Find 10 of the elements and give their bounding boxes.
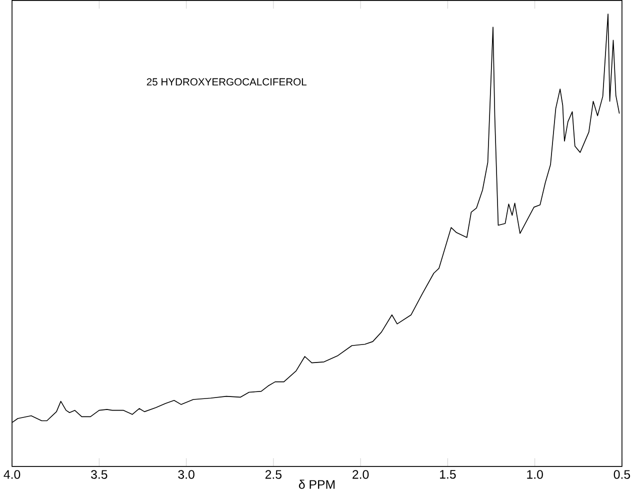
x-tick-label: 2.0 — [352, 470, 369, 479]
x-tick-label: 0.5 — [614, 470, 630, 479]
x-axis-title: δ PPM — [298, 480, 335, 489]
annotation: 25 HYDROXYERGOCALCIFEROL — [146, 78, 307, 86]
x-tick-label: 4.0 — [4, 470, 20, 479]
x-tick-label: 2.5 — [265, 470, 282, 479]
x-tick-label: 1.0 — [527, 470, 543, 479]
x-tick-label: 1.5 — [440, 470, 456, 479]
x-tick-label: 3.5 — [91, 470, 108, 479]
x-tick-label: 3.0 — [178, 470, 194, 479]
